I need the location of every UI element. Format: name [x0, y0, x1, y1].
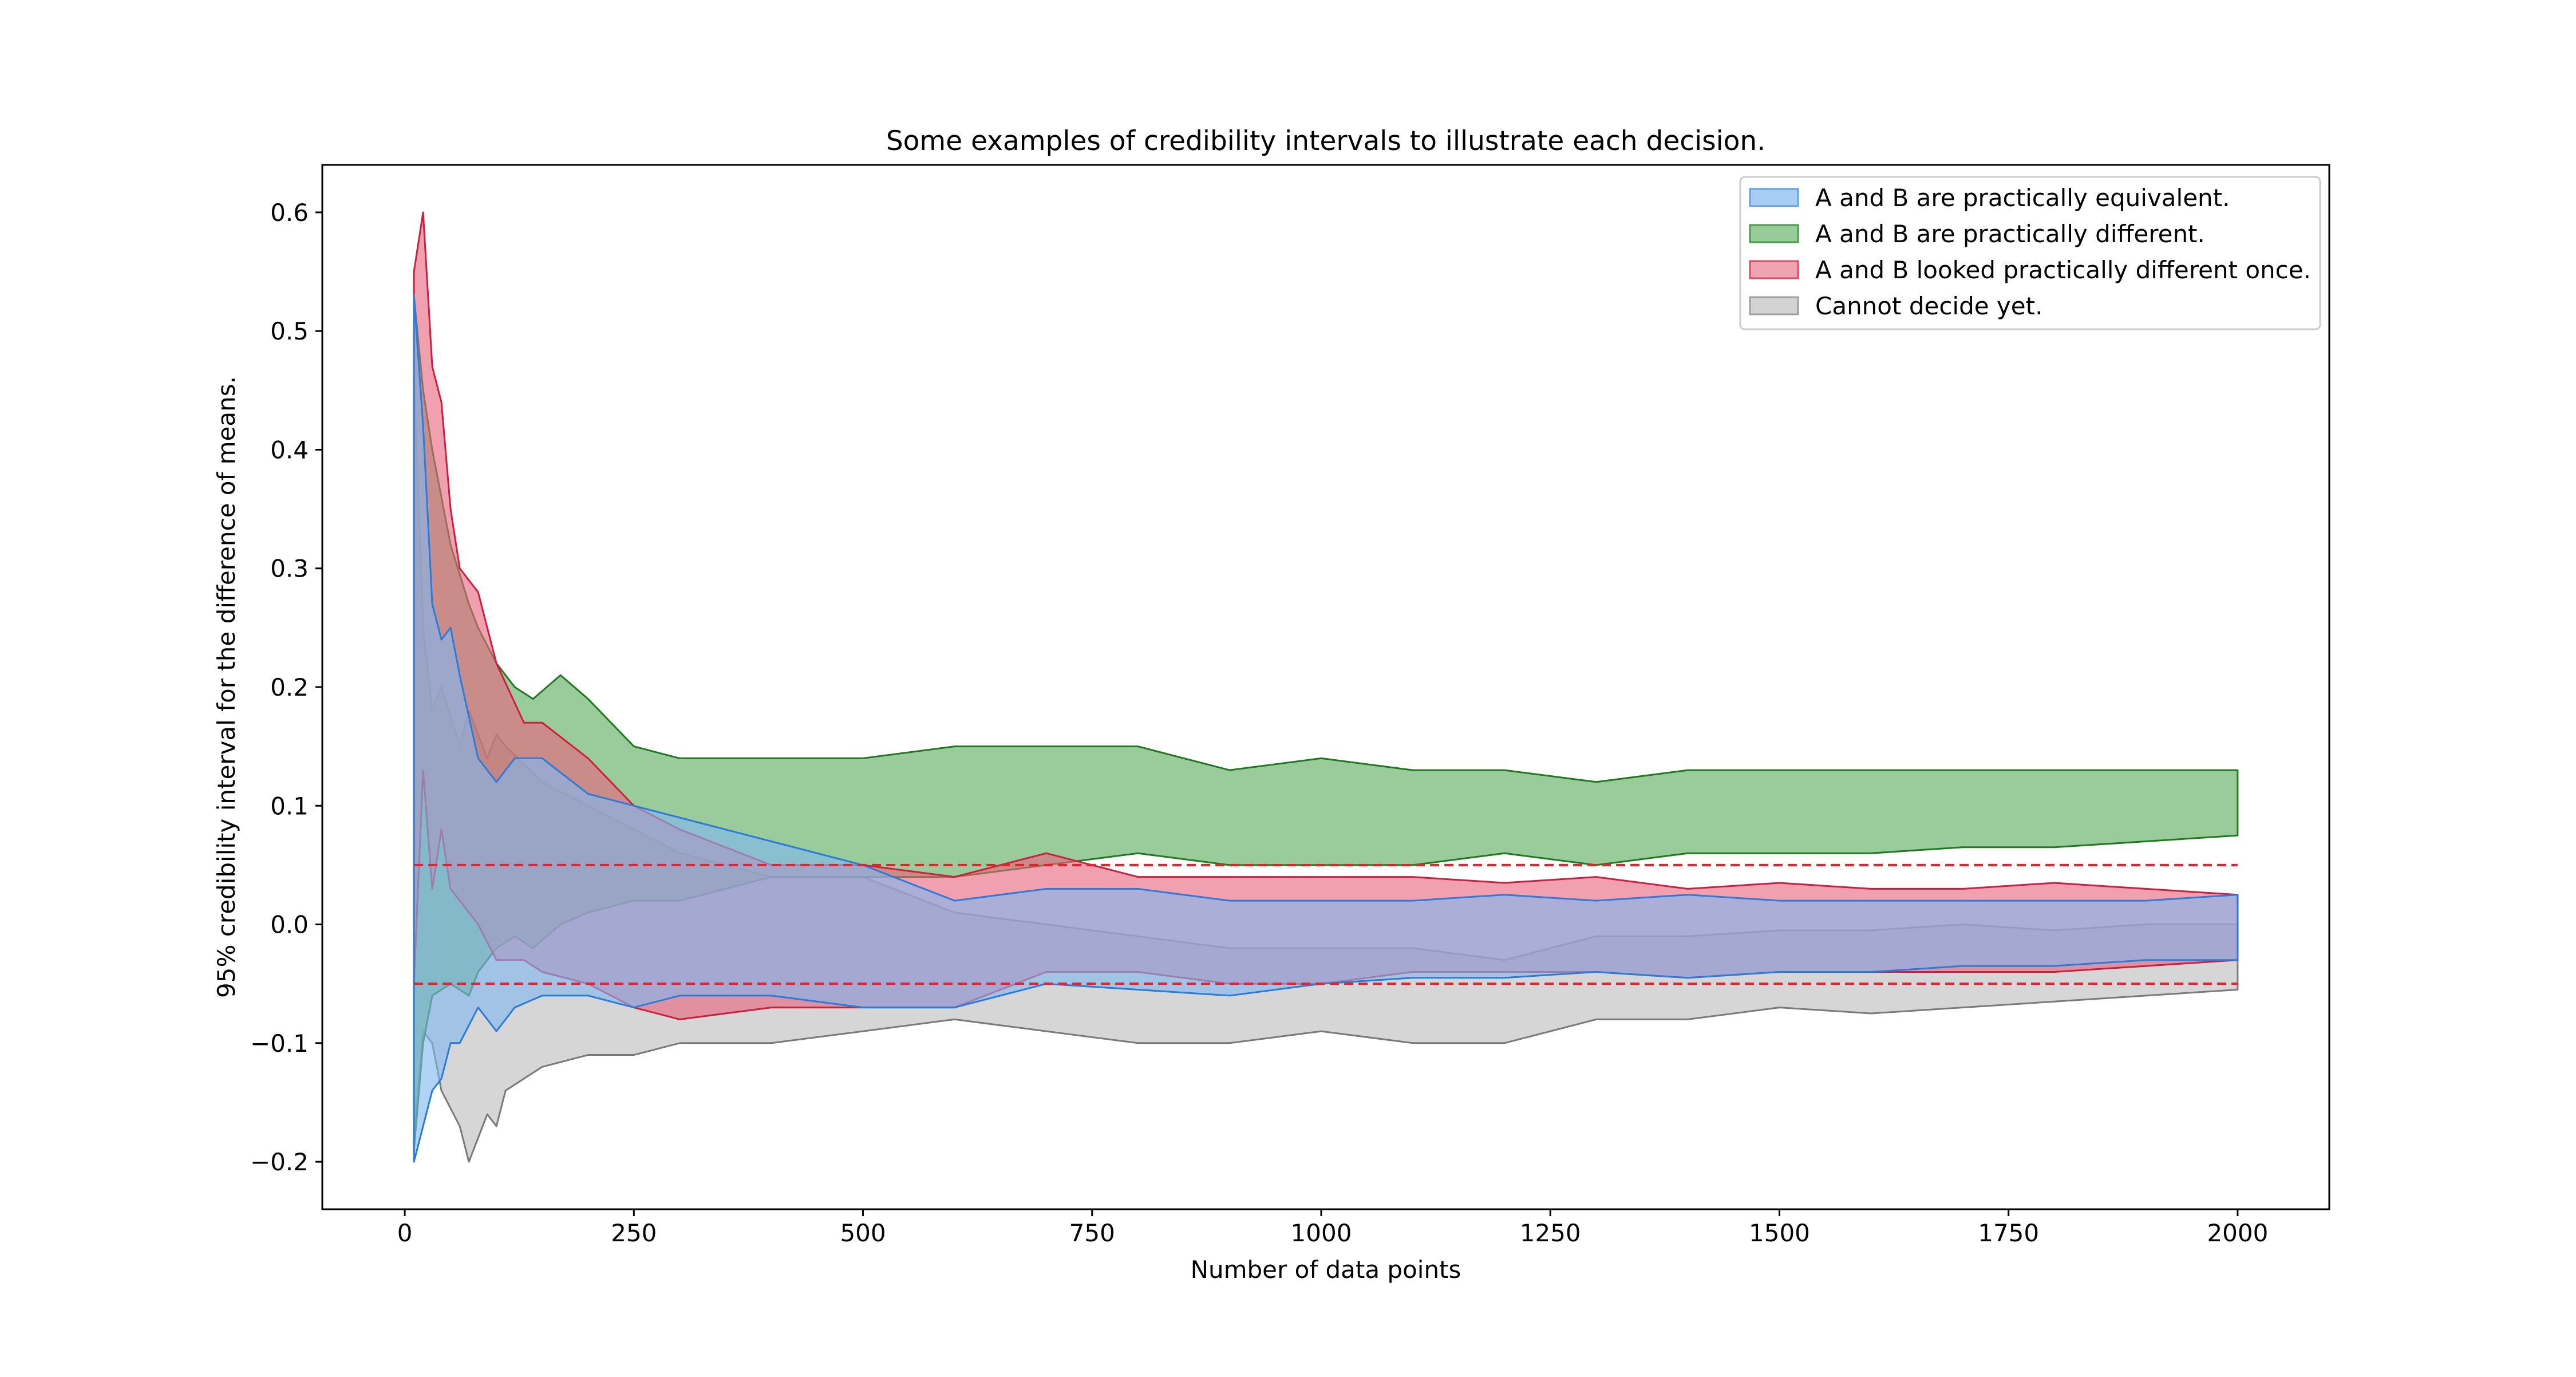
chart-title: Some examples of credibility intervals t… [886, 125, 1765, 157]
y-tick-label: 0.6 [270, 199, 309, 227]
x-tick-label: 1250 [1520, 1219, 1581, 1247]
x-tick-label: 0 [397, 1219, 413, 1247]
x-tick-label: 1750 [1978, 1219, 2039, 1247]
y-tick-label: −0.1 [250, 1029, 309, 1058]
area-band-3 [413, 294, 2239, 1163]
y-tick-label: 0.4 [270, 436, 309, 464]
x-tick-label: 250 [611, 1219, 657, 1247]
x-axis-label: Number of data points [1191, 1256, 1461, 1284]
x-tick-label: 500 [840, 1219, 886, 1247]
legend-swatch [1749, 260, 1799, 279]
legend: A and B are practically equivalent. A and… [1739, 176, 2321, 330]
y-tick-label: 0.1 [270, 792, 309, 820]
x-tick-label: 1500 [1749, 1219, 1810, 1247]
legend-swatch [1749, 296, 1799, 315]
y-tick-label: 0.0 [270, 911, 309, 939]
y-tick-label: 0.5 [270, 317, 309, 345]
x-tick-label: 2000 [2207, 1219, 2268, 1247]
y-axis-ticks: −0.2 −0.1 0.0 0.1 0.2 0.3 0.4 0.5 0.6 [250, 199, 322, 1176]
x-axis-ticks: 0 250 500 750 1000 1250 1500 1750 2000 [397, 1209, 2268, 1247]
y-tick-label: 0.3 [270, 555, 309, 583]
y-tick-label: 0.2 [270, 673, 309, 701]
x-tick-label: 750 [1069, 1219, 1115, 1247]
legend-label: A and B are practically different. [1815, 220, 2205, 248]
legend-frame [1739, 176, 2321, 330]
legend-swatch [1749, 188, 1799, 207]
reference-lines [414, 863, 2238, 985]
legend-label: Cannot decide yet. [1815, 292, 2042, 320]
legend-swatch [1749, 224, 1799, 243]
legend-label: A and B looked practically different onc… [1815, 256, 2311, 284]
y-axis-label: 95% credibility interval for the differe… [212, 376, 240, 998]
area-series-group [413, 211, 2239, 1163]
x-tick-label: 1000 [1291, 1219, 1352, 1247]
legend-label: A and B are practically equivalent. [1815, 184, 2230, 212]
y-tick-label: −0.2 [250, 1148, 309, 1176]
